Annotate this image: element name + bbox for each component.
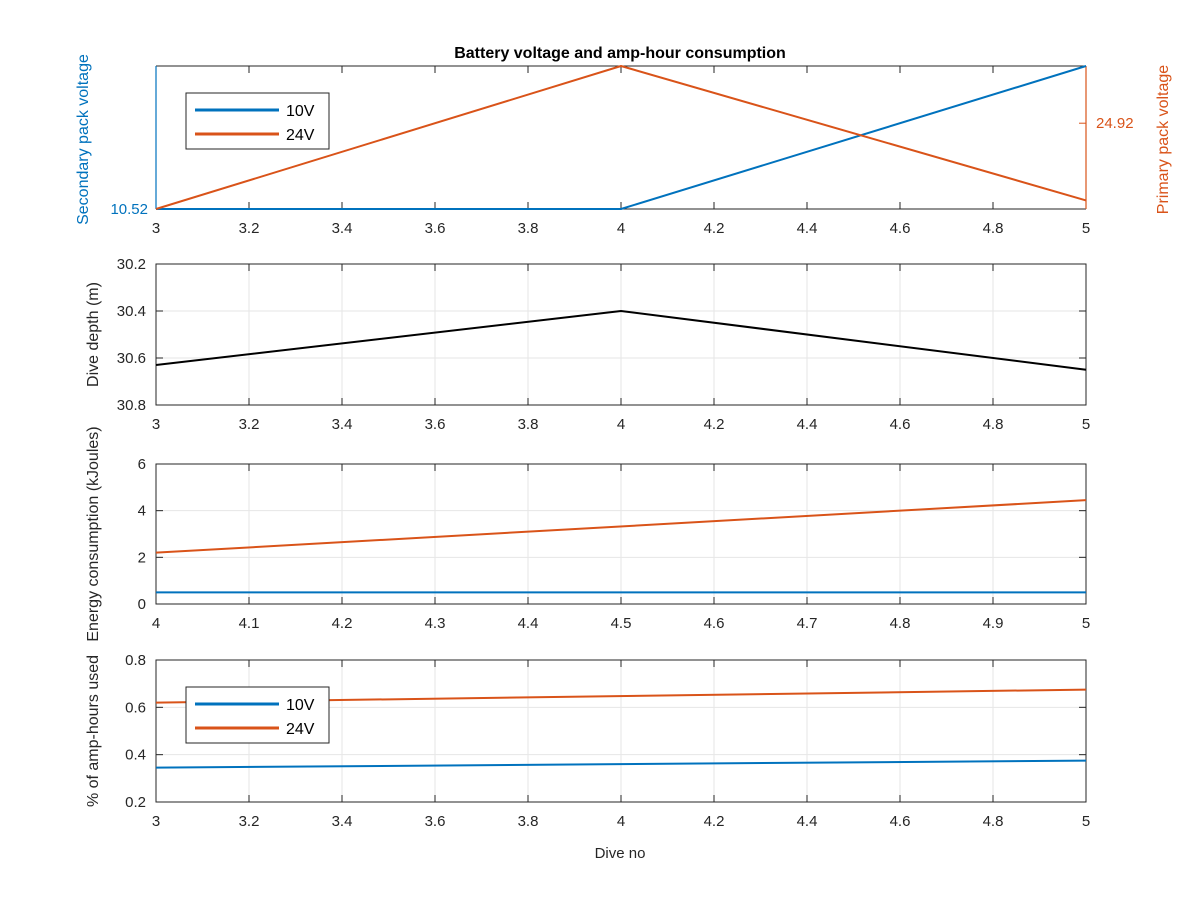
x-tick-label: 4.4 <box>518 615 539 632</box>
series-line-10v <box>156 65 1087 210</box>
x-tick-label: 4 <box>617 220 625 237</box>
x-tick-label: 4.8 <box>983 813 1004 830</box>
x-tick-label: 4.6 <box>890 813 911 830</box>
x-tick-label: 4.5 <box>611 615 632 632</box>
subplots: 3 3.2 3.4 3.6 3.8 4 4.2 4.4 4.6 4.8 5 10.52 24.92 Sec… <box>75 54 1172 830</box>
legend-label-10v: 10V <box>286 103 315 120</box>
y-tick-label: 0 <box>138 596 146 613</box>
x-tick-label: 5 <box>1082 813 1090 830</box>
legend-label-24v: 24V <box>286 127 315 144</box>
y-tick-label: 30.6 <box>117 350 146 367</box>
subplot-4: 3 3.2 3.4 3.6 3.8 4 4.2 4.4 4.6 4.8 5 0.2 0.4 0.6 0.8%… <box>85 652 1090 830</box>
x-tick-label: 5 <box>1082 220 1090 237</box>
x-tick-label: 4.2 <box>704 220 725 237</box>
x-tick-label: 4.6 <box>890 220 911 237</box>
x-tick-label: 4.2 <box>704 813 725 830</box>
series-line-24v <box>155 65 1087 210</box>
x-tick-label: 4 <box>617 416 625 433</box>
legend-label-24v: 24V <box>286 721 315 738</box>
legend-box <box>185 92 330 150</box>
y-tick-label: 2 <box>138 549 146 566</box>
x-tick-label: 4.6 <box>890 416 911 433</box>
series-line-1 <box>155 310 1087 371</box>
x-tick-label: 3.8 <box>518 416 539 433</box>
x-tick-label: 3.2 <box>239 416 260 433</box>
x-tick-label: 3.4 <box>332 220 353 237</box>
x-tick-label: 3.2 <box>239 813 260 830</box>
y-tick-label: 6 <box>138 456 146 473</box>
y-tick-label: 4 <box>138 503 146 520</box>
x-tick-label: 4.4 <box>797 813 818 830</box>
x-tick-label: 4.2 <box>704 416 725 433</box>
axes-box <box>155 263 1087 406</box>
y-tick-label: 30.2 <box>117 256 146 273</box>
y-axis-label: % of amp-hours used <box>85 655 102 807</box>
x-tick-label: 4.1 <box>239 615 260 632</box>
x-tick-label: 3 <box>152 813 160 830</box>
y-tick-label: 30.4 <box>117 303 146 320</box>
y-tick-label: 30.8 <box>117 397 146 414</box>
y-axis-label: Energy consumption (kJoules) <box>85 426 102 641</box>
subplot-2: 3 3.2 3.4 3.6 3.8 4 4.2 4.4 4.6 4.8 5 30.2 30.4 30.6 3… <box>85 256 1090 433</box>
y-tick-label: 0.6 <box>125 699 146 716</box>
x-tick-label: 3.6 <box>425 220 446 237</box>
x-tick-label: 4 <box>152 615 160 632</box>
x-tick-label: 3.4 <box>332 813 353 830</box>
x-tick-label: 3.6 <box>425 813 446 830</box>
subplot-1: 3 3.2 3.4 3.6 3.8 4 4.2 4.4 4.6 4.8 5 10.52 24.92 Sec… <box>75 54 1172 237</box>
axes-box <box>155 659 1087 803</box>
y-tick-label: 0.4 <box>125 747 146 764</box>
x-tick-label: 4.8 <box>890 615 911 632</box>
x-tick-label: 3.8 <box>518 813 539 830</box>
legend-label-10v: 10V <box>286 697 315 714</box>
series-line-1 <box>155 499 1087 554</box>
x-tick-label: 4 <box>617 813 625 830</box>
x-tick-label: 4.8 <box>983 416 1004 433</box>
x-tick-label: 4.4 <box>797 416 818 433</box>
y-tick-label-right: 24.92 <box>1096 115 1134 132</box>
x-tick-label: 3.2 <box>239 220 260 237</box>
x-tick-label: 3.4 <box>332 416 353 433</box>
series-line-10v <box>155 759 1087 769</box>
x-tick-label: 4.6 <box>704 615 725 632</box>
axes-box <box>155 463 1087 605</box>
x-tick-label: 3.8 <box>518 220 539 237</box>
x-axis-label: Dive no <box>595 845 646 862</box>
subplot-3: 4 4.1 4.2 4.3 4.4 4.5 4.6 4.7 4.8 4.9 5 0 2 4 6 Energy … <box>85 426 1090 641</box>
x-tick-label: 3 <box>152 416 160 433</box>
x-tick-label: 5 <box>1082 416 1090 433</box>
x-tick-label: 3 <box>152 220 160 237</box>
x-tick-label: 4.8 <box>983 220 1004 237</box>
y-axis-label-left: Secondary pack voltage <box>75 54 92 225</box>
y-tick-label: 0.8 <box>125 652 146 669</box>
x-tick-label: 4.9 <box>983 615 1004 632</box>
legend-box <box>185 686 330 744</box>
x-tick-label: 4.4 <box>797 220 818 237</box>
chart-title: Battery voltage and amp-hour consumption <box>454 45 786 62</box>
x-tick-label: 4.3 <box>425 615 446 632</box>
x-tick-label: 3.6 <box>425 416 446 433</box>
y-tick-label: 0.2 <box>125 794 146 811</box>
y-axis-label: Dive depth (m) <box>85 282 102 387</box>
y-tick-label-left: 10.52 <box>110 201 148 218</box>
y-axis-label-right: Primary pack voltage <box>1155 65 1172 214</box>
x-tick-label: 4.7 <box>797 615 818 632</box>
x-tick-label: 5 <box>1082 615 1090 632</box>
x-tick-label: 4.2 <box>332 615 353 632</box>
